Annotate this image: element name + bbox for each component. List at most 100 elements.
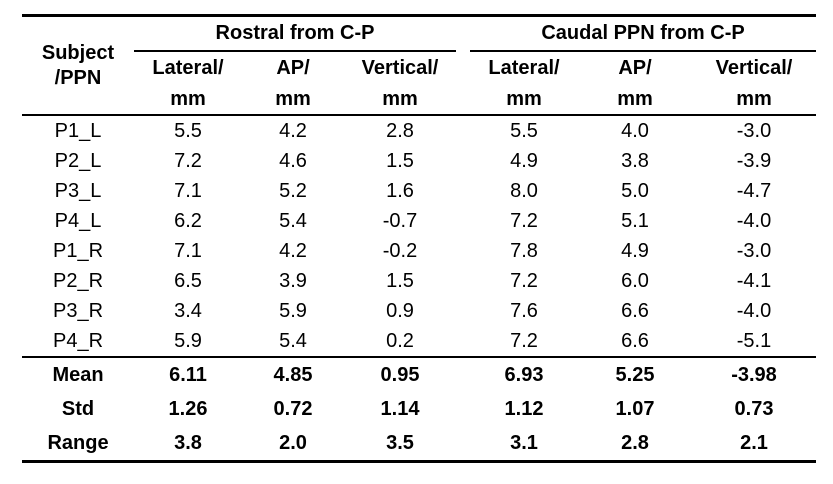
value-cell: 1.6: [386, 179, 414, 202]
unit-label: mm: [470, 84, 578, 116]
value-cell: 1.07: [615, 397, 655, 420]
value-cell: 3.8: [621, 149, 649, 172]
corner-header-subject-ppn: Subject /PPN: [22, 15, 134, 116]
spacer-cell: [456, 176, 470, 206]
unit-label: mm: [692, 84, 817, 116]
value-cell: 2.8: [386, 119, 414, 142]
table-row: P3_L 7.1 5.2 1.6 8.0 5.0 -4.7: [22, 176, 816, 206]
value-cell: 7.2: [510, 269, 538, 292]
value-cell: 8.0: [510, 179, 538, 202]
col-header-caudal-lateral: Lateral/: [488, 56, 560, 79]
subject-cell: P2_L: [54, 149, 102, 172]
value-cell: 3.9: [279, 269, 307, 292]
summary-label: Mean: [22, 356, 134, 392]
spacer-cell: [456, 266, 470, 296]
unit-label: mm: [242, 84, 344, 116]
subject-cell: P3_L: [54, 179, 102, 202]
value-cell: 5.2: [279, 179, 307, 202]
group-header-caudal: Caudal PPN from C-P: [470, 15, 817, 52]
table-row: P1_L 5.5 4.2 2.8 5.5 4.0 -3.0: [22, 115, 816, 146]
table-row: P1_R 7.1 4.2 -0.2 7.8 4.9 -3.0: [22, 236, 816, 266]
value-cell: 6.2: [174, 209, 202, 232]
value-cell: 4.9: [621, 239, 649, 262]
value-cell: 0.2: [386, 329, 414, 352]
value-cell: 0.95: [344, 356, 456, 392]
value-cell: 4.9: [510, 149, 538, 172]
value-cell: 4.6: [279, 149, 307, 172]
col-header-rostral-ap: AP/: [276, 56, 310, 79]
value-cell: 5.9: [174, 329, 202, 352]
value-cell: 5.4: [279, 209, 307, 232]
value-cell: -5.1: [736, 329, 772, 352]
value-cell: 7.2: [510, 209, 538, 232]
value-cell: 7.2: [510, 329, 538, 352]
summary-row-mean: Mean 6.11 4.85 0.95 6.93 5.25 -3.98: [22, 356, 817, 392]
value-cell: -3.98: [692, 356, 817, 392]
value-cell: 0.72: [273, 397, 313, 420]
value-cell: -0.2: [382, 239, 418, 262]
spacer-cell: [456, 356, 470, 392]
value-cell: 3.8: [174, 431, 202, 454]
value-cell: 7.8: [510, 239, 538, 262]
value-cell: 1.5: [386, 149, 414, 172]
summary-label: Range: [47, 431, 109, 454]
col-header-rostral-lateral: Lateral/: [152, 56, 224, 79]
value-cell: 0.9: [386, 299, 414, 322]
subject-cell: P1_L: [54, 119, 102, 142]
value-cell: 5.4: [279, 329, 307, 352]
spacer-cell: [456, 392, 470, 426]
value-cell: 5.0: [621, 179, 649, 202]
spacer-cell: [456, 326, 470, 357]
value-cell: 4.2: [279, 239, 307, 262]
table-row: P2_L 7.2 4.6 1.5 4.9 3.8 -3.9: [22, 146, 816, 176]
value-cell: 7.1: [174, 239, 202, 262]
value-cell: 4.0: [621, 119, 649, 142]
value-cell: 7.2: [174, 149, 202, 172]
summary-label: Std: [61, 397, 95, 420]
value-cell: 1.5: [386, 269, 414, 292]
value-cell: 4.2: [279, 119, 307, 142]
value-cell: -4.0: [736, 209, 772, 232]
spacer-cell: [456, 296, 470, 326]
table-row: P4_R 5.9 5.4 0.2 7.2 6.6 -5.1: [22, 326, 816, 357]
table-row: P3_R 3.4 5.9 0.9 7.6 6.6 -4.0: [22, 296, 816, 326]
value-cell: 2.0: [279, 431, 307, 454]
value-cell: 6.0: [621, 269, 649, 292]
value-cell: 3.4: [174, 299, 202, 322]
spacer-cell: [456, 236, 470, 266]
group-header-row: Subject /PPN Rostral from C-P Caudal PPN…: [22, 15, 817, 116]
col-header-caudal-ap: AP/: [618, 56, 652, 79]
value-cell: 1.14: [380, 397, 420, 420]
value-cell: -3.0: [736, 119, 772, 142]
spacer-cell: [456, 206, 470, 236]
value-cell: 6.6: [621, 299, 649, 322]
value-cell: 5.1: [621, 209, 649, 232]
sub-header-row: Lateral/ AP/ Vertical/ Lateral/ AP/ Vert…: [22, 51, 816, 84]
value-cell: -0.7: [382, 209, 418, 232]
value-cell: 7.6: [510, 299, 538, 322]
spacer-cell: [456, 426, 470, 462]
value-cell: 5.5: [510, 119, 538, 142]
value-cell: 2.8: [621, 431, 649, 454]
summary-row-std: Std 1.26 0.72 1.14 1.12 1.07 0.73: [22, 392, 816, 426]
value-cell: 5.25: [578, 356, 692, 392]
units-row: mm mm mm mm mm mm: [22, 84, 817, 116]
unit-label: mm: [578, 84, 692, 116]
value-cell: 4.85: [242, 356, 344, 392]
col-header-caudal-vertical: Vertical/: [715, 56, 793, 79]
subject-cell: P3_R: [52, 299, 104, 322]
value-cell: 7.1: [174, 179, 202, 202]
value-cell: -3.0: [736, 239, 772, 262]
value-cell: 6.6: [621, 329, 649, 352]
value-cell: 3.1: [510, 431, 538, 454]
value-cell: 6.93: [470, 356, 578, 392]
unit-label: mm: [134, 84, 242, 116]
value-cell: -3.9: [736, 149, 772, 172]
value-cell: -4.7: [736, 179, 772, 202]
table-row: P2_R 6.5 3.9 1.5 7.2 6.0 -4.1: [22, 266, 816, 296]
value-cell: 3.5: [386, 431, 414, 454]
table-row: P4_L 6.2 5.4 -0.7 7.2 5.1 -4.0: [22, 206, 816, 236]
group-header-rostral: Rostral from C-P: [134, 15, 456, 52]
value-cell: 6.5: [174, 269, 202, 292]
corner-header-line2: /PPN: [54, 66, 102, 89]
